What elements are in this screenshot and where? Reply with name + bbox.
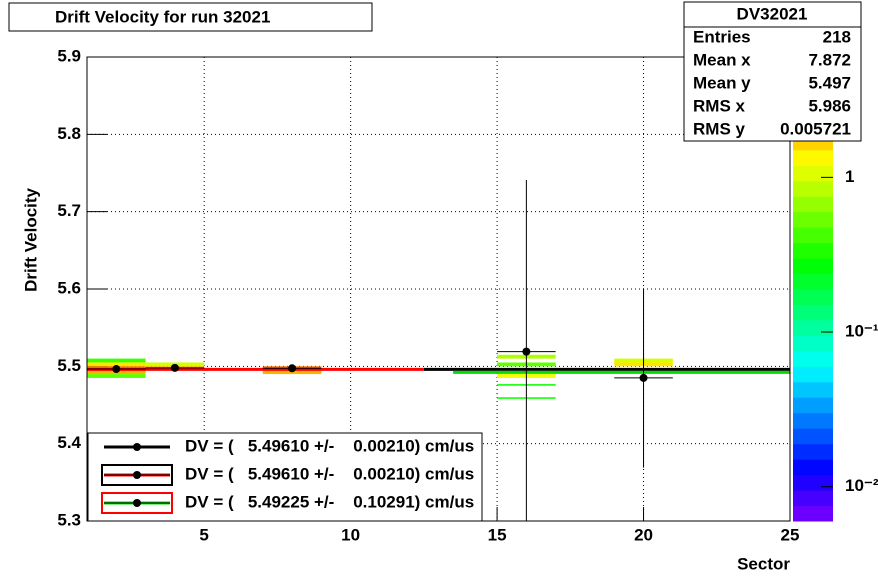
- palette-step: [793, 381, 833, 398]
- stats-value: 7.872: [808, 50, 851, 69]
- y-axis-label: Drift Velocity: [21, 187, 40, 291]
- stats-value: 5.986: [808, 96, 851, 115]
- palette-step: [793, 273, 833, 290]
- x-axis-label: Sector: [737, 554, 790, 573]
- y-tick-label: 5.9: [57, 46, 81, 65]
- legend-frame: [101, 436, 173, 458]
- stats-box: DV32021 Entries 218 Mean x 7.872 Mean y 5.497…: [683, 1, 862, 142]
- point: [288, 364, 297, 373]
- legend-entries: DV = ( 5.49610 +/- 0.00210) cm/us DV = ( …: [101, 436, 474, 514]
- palette-step: [793, 366, 833, 383]
- palette-step: [793, 180, 833, 197]
- title-box: [8, 2, 373, 32]
- y-tick-label: 5.7: [57, 201, 81, 220]
- palette-step: [793, 443, 833, 460]
- point: [170, 363, 179, 372]
- palette-step: [793, 412, 833, 429]
- stats-value: 0.005721: [780, 119, 851, 138]
- palette-step: [793, 227, 833, 244]
- palette-step: [793, 165, 833, 182]
- legend-frame: [101, 464, 173, 486]
- stats-label: Mean x: [693, 50, 751, 69]
- stats-label: Entries: [693, 27, 751, 46]
- legend-marker: [133, 471, 141, 479]
- palette-step: [793, 242, 833, 259]
- palette-step: [793, 490, 833, 507]
- x-tick-label: 10: [341, 525, 360, 544]
- x-tick-label: 20: [634, 525, 653, 544]
- legend-marker: [133, 499, 141, 507]
- y-tick-label: 5.3: [57, 510, 81, 529]
- palette-step: [793, 258, 833, 275]
- x-tick-label: 5: [199, 525, 208, 544]
- palette-step: [793, 505, 833, 522]
- palette-step: [793, 304, 833, 321]
- point: [522, 347, 531, 356]
- cell: [87, 374, 146, 378]
- legend-frame: [101, 492, 173, 514]
- y-tick-label: 5.6: [57, 278, 81, 297]
- palette-step: [793, 335, 833, 352]
- palette-step: [793, 428, 833, 445]
- z-tick-label: 1: [845, 167, 854, 186]
- stats-label: RMS y: [693, 119, 746, 138]
- cell: [87, 362, 146, 367]
- palette-step: [793, 474, 833, 491]
- y-tick-label: 5.4: [57, 433, 81, 452]
- legend-label: DV = ( 5.49610 +/- 0.00210) cm/us: [185, 464, 474, 483]
- legend-label: DV = ( 5.49610 +/- 0.00210) cm/us: [185, 436, 474, 455]
- stats-title: DV32021: [737, 4, 808, 23]
- x-tick-label: 25: [781, 525, 800, 544]
- palette-step: [793, 459, 833, 476]
- point: [639, 373, 648, 382]
- z-tick-label: 10⁻¹: [845, 322, 878, 341]
- y-tick-label: 5.8: [57, 124, 81, 143]
- palette-step: [793, 397, 833, 414]
- stats-label: RMS x: [693, 96, 746, 115]
- palette-step: [793, 350, 833, 367]
- legend-label: DV = ( 5.49225 +/- 0.10291) cm/us: [185, 492, 474, 511]
- stats-value: 218: [823, 27, 851, 46]
- cell: [87, 358, 146, 363]
- y-tick-label: 5.5: [57, 356, 81, 375]
- chart-title: Drift Velocity for run 32021: [55, 7, 270, 26]
- legend-marker: [133, 443, 141, 451]
- palette-step: [793, 211, 833, 228]
- stats-label: Mean y: [693, 73, 751, 92]
- z-tick-label: 10⁻²: [845, 476, 878, 495]
- stats-value: 5.497: [808, 73, 851, 92]
- palette-step: [793, 149, 833, 166]
- x-tick-label: 15: [488, 525, 507, 544]
- palette-step: [793, 319, 833, 336]
- palette-step: [793, 196, 833, 213]
- point: [112, 365, 121, 374]
- palette-step: [793, 289, 833, 305]
- stats-frame: [683, 1, 862, 142]
